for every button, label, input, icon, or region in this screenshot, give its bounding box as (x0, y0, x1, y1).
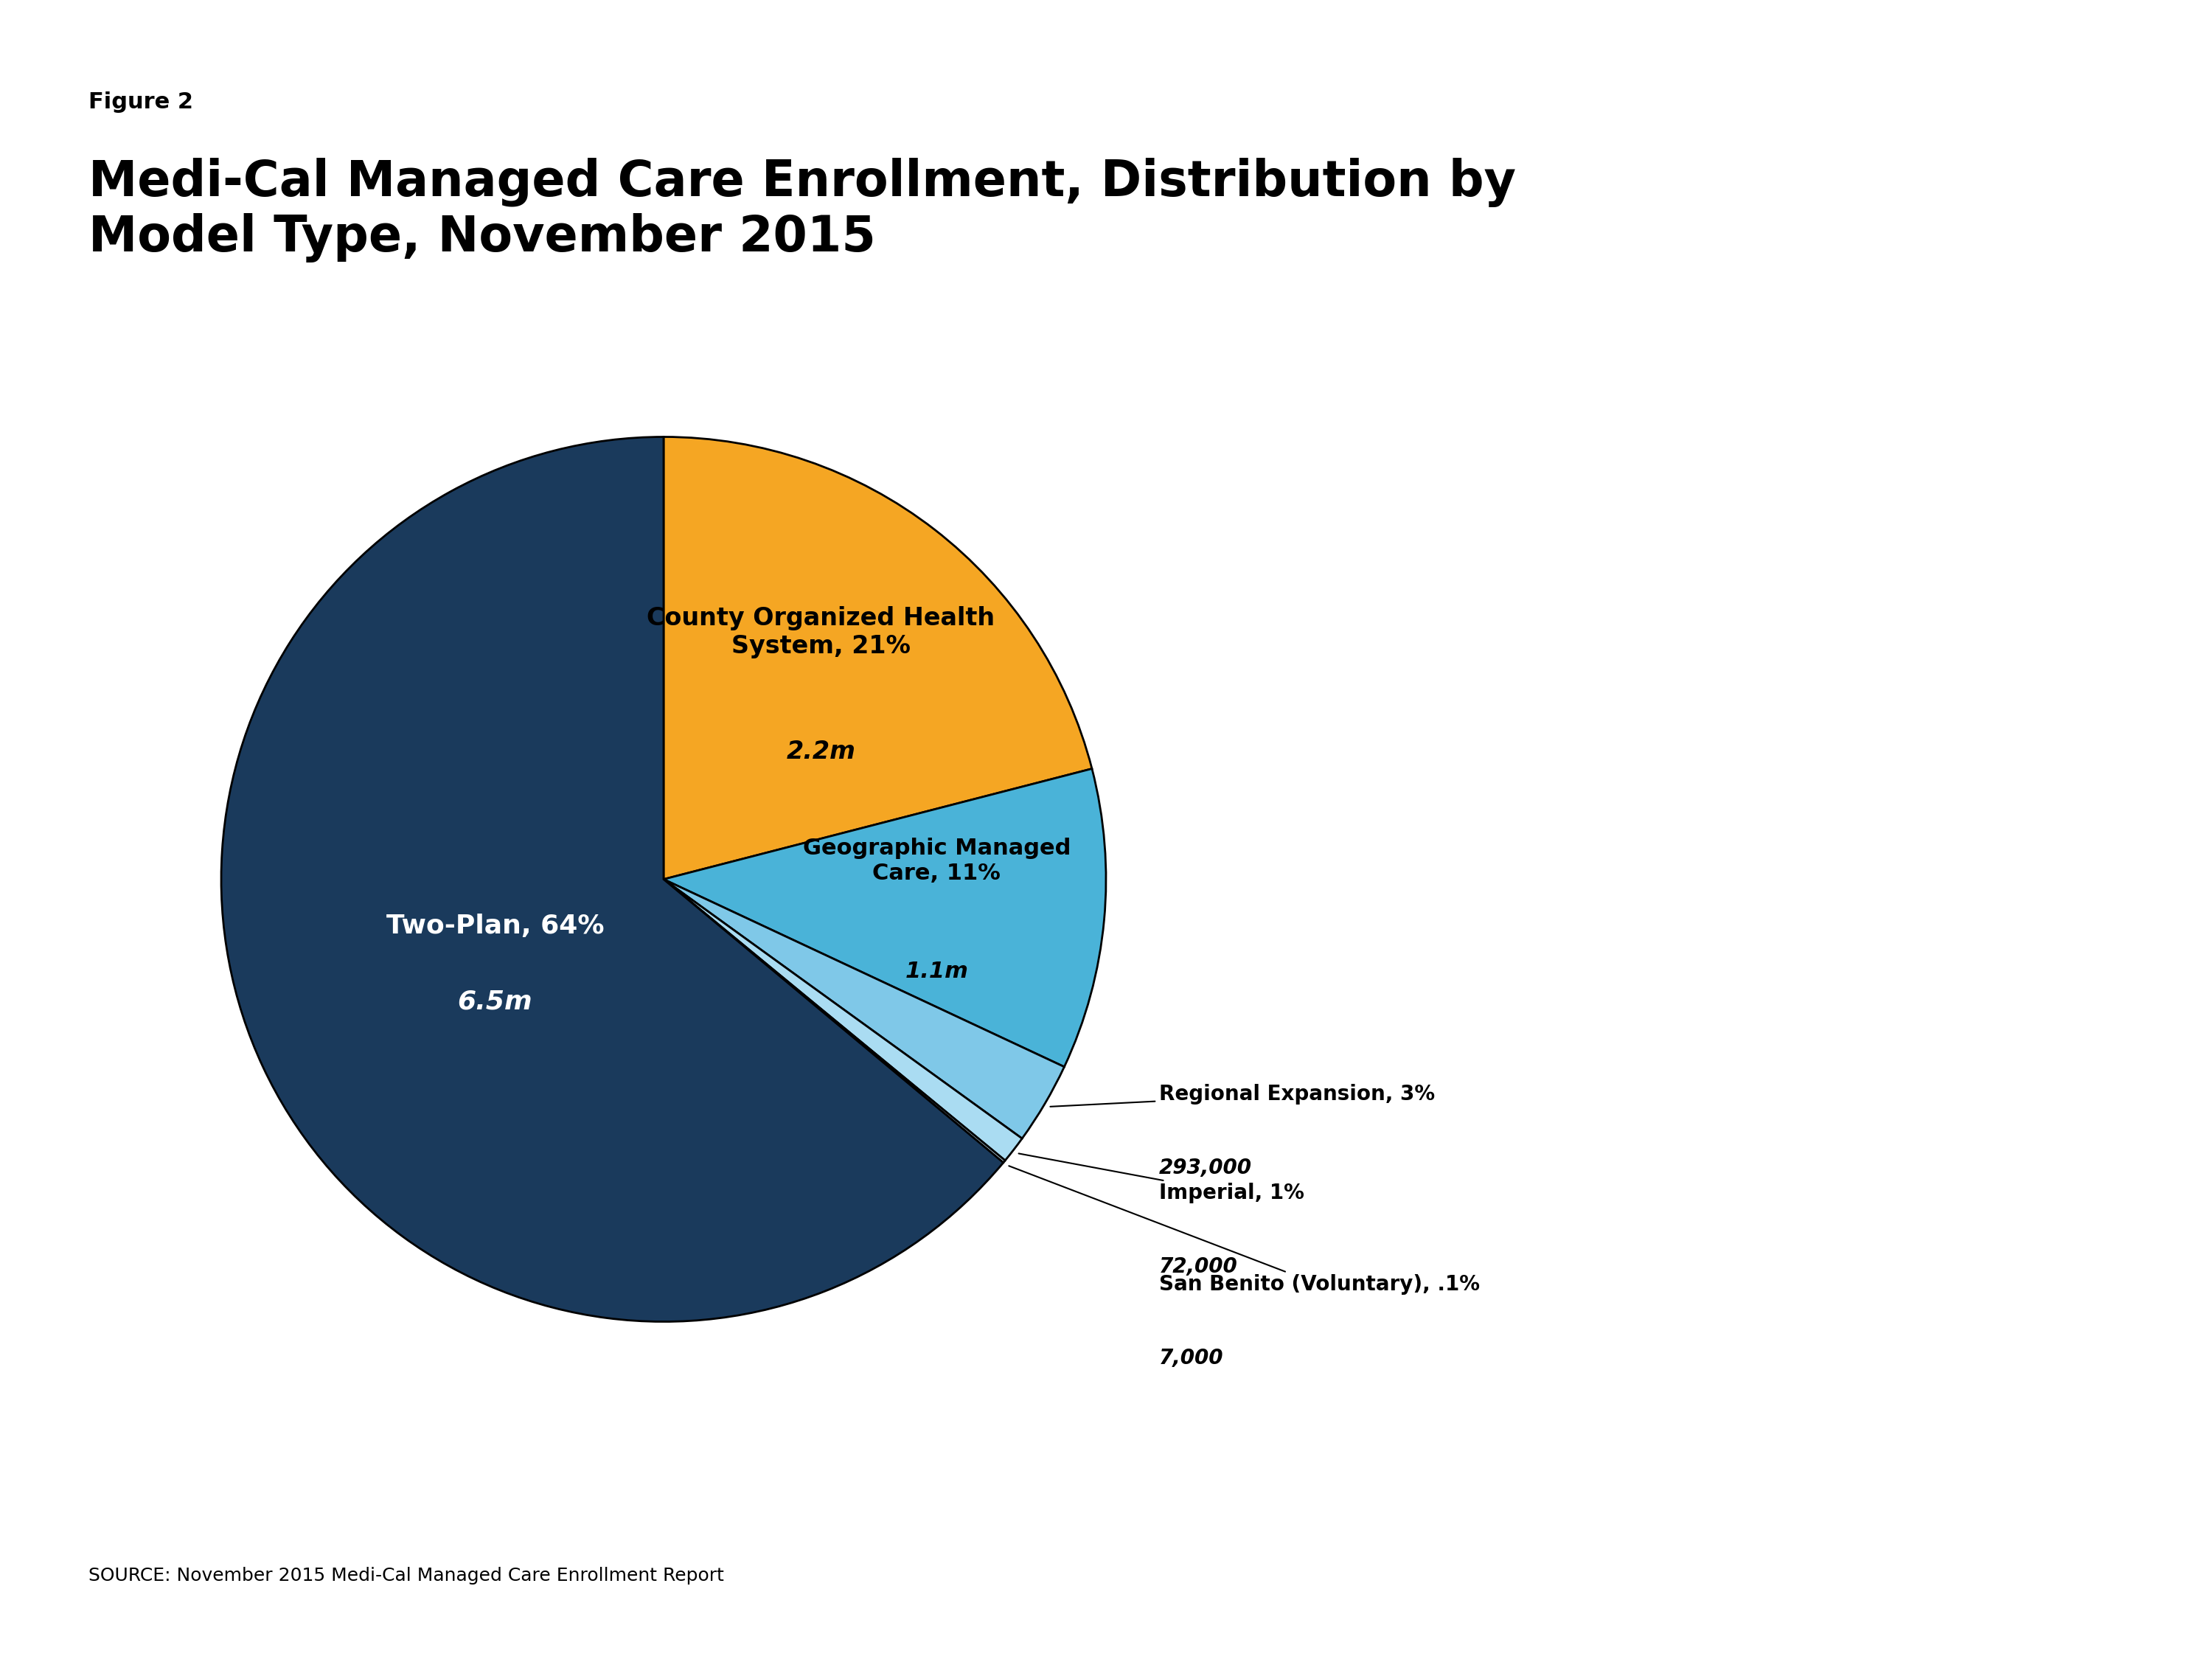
Wedge shape (664, 768, 1106, 1067)
Text: Figure 2: Figure 2 (88, 91, 192, 113)
Wedge shape (664, 436, 1093, 879)
Text: Regional Expansion, 3%: Regional Expansion, 3% (1051, 1083, 1436, 1107)
Wedge shape (664, 879, 1064, 1138)
Text: 293,000: 293,000 (1159, 1158, 1252, 1178)
Wedge shape (664, 879, 1022, 1161)
Text: SOURCE: November 2015 Medi-Cal Managed Care Enrollment Report: SOURCE: November 2015 Medi-Cal Managed C… (88, 1566, 723, 1584)
Wedge shape (221, 436, 1004, 1322)
Text: Geographic Managed
Care, 11%: Geographic Managed Care, 11% (803, 838, 1071, 884)
Text: County Organized Health
System, 21%: County Organized Health System, 21% (646, 606, 995, 659)
Text: FOUNDATION: FOUNDATION (1978, 1576, 2048, 1586)
Text: THE HENRY J.: THE HENRY J. (1973, 1447, 2053, 1458)
Text: Two-Plan, 64%: Two-Plan, 64% (387, 914, 604, 939)
Text: 7,000: 7,000 (1159, 1349, 1223, 1369)
Text: Imperial, 1%: Imperial, 1% (1020, 1153, 1305, 1203)
Wedge shape (664, 879, 1004, 1163)
Text: FAMILY: FAMILY (1986, 1530, 2039, 1543)
Text: 2.2m: 2.2m (785, 740, 856, 763)
Text: San Benito (Voluntary), .1%: San Benito (Voluntary), .1% (1009, 1166, 1480, 1296)
Text: 6.5m: 6.5m (458, 989, 533, 1014)
Text: KAISER: KAISER (1978, 1486, 2048, 1503)
Text: Medi-Cal Managed Care Enrollment, Distribution by
Model Type, November 2015: Medi-Cal Managed Care Enrollment, Distri… (88, 158, 1515, 262)
Text: 72,000: 72,000 (1159, 1256, 1239, 1277)
Text: 1.1m: 1.1m (905, 961, 969, 982)
